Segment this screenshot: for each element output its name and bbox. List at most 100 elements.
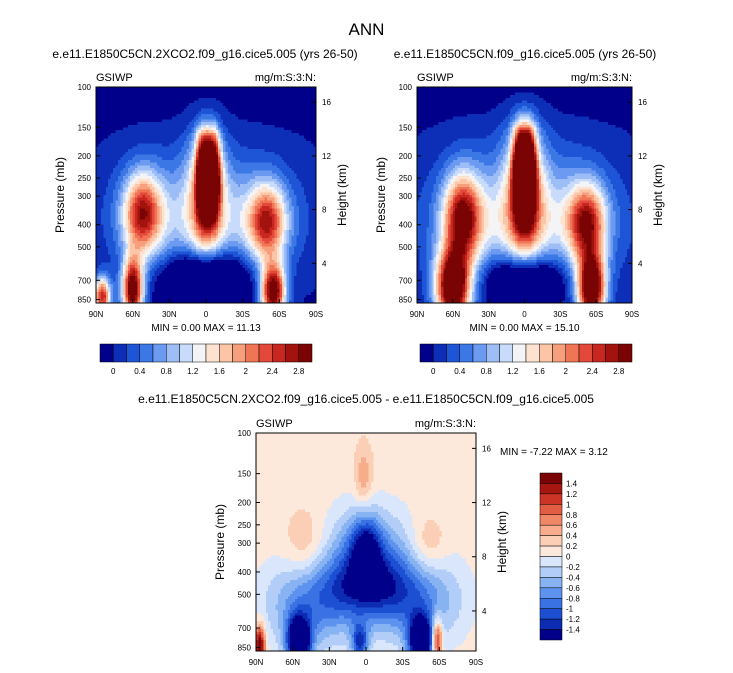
heatmap-cell bbox=[218, 130, 222, 134]
heatmap-cell bbox=[220, 100, 224, 104]
heatmap-cell bbox=[96, 100, 100, 104]
heatmap-cell bbox=[149, 151, 153, 156]
heatmap-cell bbox=[100, 146, 104, 150]
heatmap-cell bbox=[171, 92, 175, 96]
heatmap-cell bbox=[188, 119, 192, 123]
heatmap-cell bbox=[201, 105, 205, 110]
heatmap-cell bbox=[132, 127, 136, 131]
heatmap-cell bbox=[274, 135, 278, 139]
heatmap-cell bbox=[142, 149, 146, 153]
heatmap-cell bbox=[296, 149, 300, 153]
heatmap-cell bbox=[137, 105, 141, 110]
heatmap-cell bbox=[132, 141, 136, 145]
heatmap-cell bbox=[276, 105, 280, 110]
heatmap-cell bbox=[159, 116, 163, 120]
heatmap-cell bbox=[152, 105, 156, 110]
heatmap-cell bbox=[237, 114, 241, 118]
heatmap-cell bbox=[254, 97, 258, 102]
heatmap-cell bbox=[164, 132, 168, 137]
heatmap-cell bbox=[201, 135, 205, 139]
heatmap-cell bbox=[191, 143, 195, 147]
heatmap-cell bbox=[228, 92, 232, 96]
heatmap-cell bbox=[164, 89, 168, 93]
heatmap-cell bbox=[132, 143, 136, 147]
heatmap-cell bbox=[210, 111, 214, 115]
heatmap-cell bbox=[105, 127, 109, 131]
heatmap-cell bbox=[252, 100, 256, 104]
heatmap-cell bbox=[286, 119, 290, 123]
heatmap-cell bbox=[235, 122, 239, 126]
heatmap-cell bbox=[164, 143, 168, 147]
heatmap-cell bbox=[166, 105, 170, 110]
heatmap-cell bbox=[208, 87, 212, 91]
heatmap-cell bbox=[289, 132, 293, 137]
heatmap-cell bbox=[186, 92, 190, 96]
heatmap-cell bbox=[142, 108, 146, 112]
heatmap-cell bbox=[196, 135, 200, 139]
heatmap-cell bbox=[113, 116, 117, 120]
heatmap-cell bbox=[132, 114, 136, 118]
heatmap-cell bbox=[301, 95, 305, 99]
heatmap-cell bbox=[203, 127, 207, 131]
heatmap-cell bbox=[179, 100, 183, 104]
heatmap-cell bbox=[294, 111, 298, 115]
heatmap-cell bbox=[301, 143, 305, 147]
heatmap-cell bbox=[308, 132, 312, 137]
heatmap-cell bbox=[262, 135, 266, 139]
heatmap-cell bbox=[132, 116, 136, 120]
heatmap-cell bbox=[289, 122, 293, 126]
heatmap-cell bbox=[127, 149, 131, 153]
heatmap-cell bbox=[125, 103, 129, 107]
heatmap-cell bbox=[308, 95, 312, 99]
heatmap-cell bbox=[208, 116, 212, 120]
heatmap-cell bbox=[164, 159, 168, 164]
heatmap-cell bbox=[228, 132, 232, 137]
heatmap-cell bbox=[130, 100, 134, 104]
heatmap-cell bbox=[281, 95, 285, 99]
heatmap-cell bbox=[262, 119, 266, 123]
heatmap-cell bbox=[311, 132, 315, 137]
heatmap-cell bbox=[144, 124, 148, 129]
heatmap-cell bbox=[267, 154, 271, 158]
heatmap-cell bbox=[164, 95, 168, 99]
heatmap-cell bbox=[179, 157, 183, 161]
heatmap-cell bbox=[98, 135, 102, 139]
heatmap-cell bbox=[108, 149, 112, 153]
heatmap-cell bbox=[196, 146, 200, 150]
heatmap-cell bbox=[98, 143, 102, 147]
heatmap-cell bbox=[103, 97, 107, 102]
heatmap-cell bbox=[298, 97, 302, 102]
heatmap-cell bbox=[96, 143, 100, 147]
heatmap-cell bbox=[264, 97, 268, 102]
heatmap-cell bbox=[135, 130, 139, 134]
heatmap-cell bbox=[169, 141, 173, 145]
heatmap-cell bbox=[100, 127, 104, 131]
heatmap-cell bbox=[186, 116, 190, 120]
heatmap-cell bbox=[147, 127, 151, 131]
heatmap-cell bbox=[296, 100, 300, 104]
heatmap-cell bbox=[237, 130, 241, 134]
heatmap-cell bbox=[96, 92, 100, 96]
heatmap-cell bbox=[118, 97, 122, 102]
heatmap-cell bbox=[286, 114, 290, 118]
heatmap-cell bbox=[223, 151, 227, 156]
heatmap-cell bbox=[279, 138, 283, 142]
heatmap-cell bbox=[179, 97, 183, 102]
heatmap-cell bbox=[284, 114, 288, 118]
heatmap-cell bbox=[301, 111, 305, 115]
heatmap-cell bbox=[301, 146, 305, 150]
heatmap-cell bbox=[286, 130, 290, 134]
heatmap-cell bbox=[184, 111, 188, 115]
heatmap-cell bbox=[303, 105, 307, 110]
heatmap-cell bbox=[313, 149, 317, 153]
heatmap-cell bbox=[142, 143, 146, 147]
heatmap-cell bbox=[218, 116, 222, 120]
heatmap-cell bbox=[196, 100, 200, 104]
heatmap-cell bbox=[267, 149, 271, 153]
heatmap-cell bbox=[215, 143, 219, 147]
heatmap-cell bbox=[225, 87, 229, 91]
heatmap-cell bbox=[100, 95, 104, 99]
heatmap-cell bbox=[272, 124, 276, 129]
heatmap-cell bbox=[122, 159, 126, 164]
heatmap-cell bbox=[294, 143, 298, 147]
